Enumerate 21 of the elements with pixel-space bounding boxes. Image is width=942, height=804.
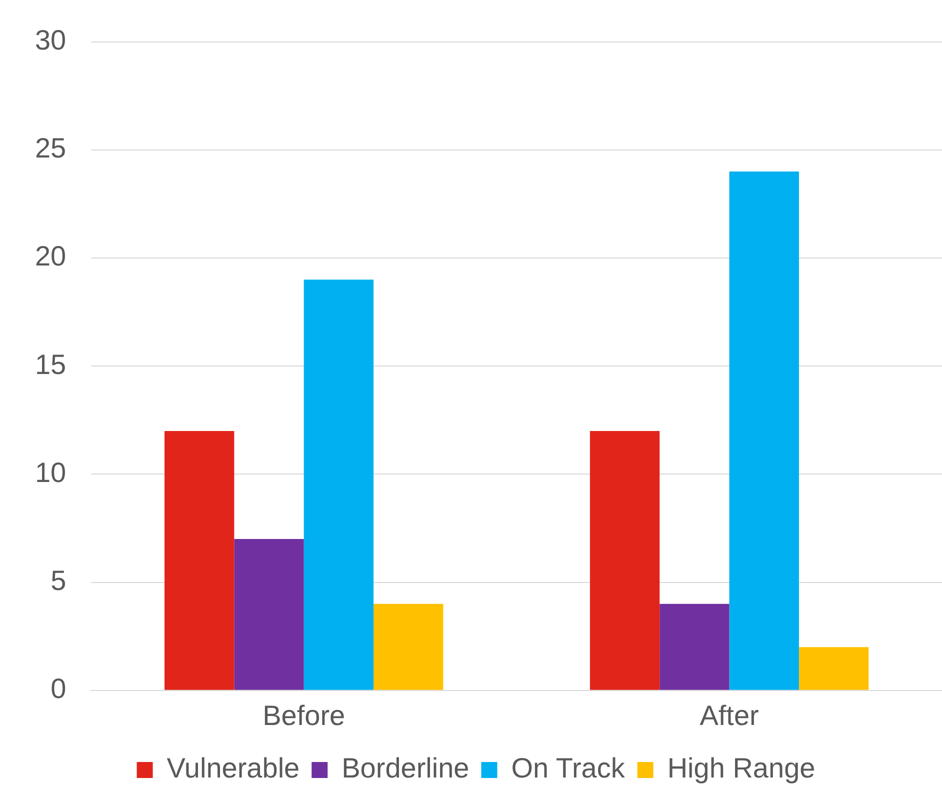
y-tick-label: 0 — [50, 673, 66, 704]
legend-label: On Track — [511, 752, 626, 784]
bar — [304, 280, 374, 690]
bar — [798, 647, 869, 690]
legend-label: Vulnerable — [166, 752, 300, 784]
y-tick-label: 30 — [34, 24, 66, 56]
legend-label: High Range — [667, 752, 816, 784]
bar — [234, 539, 304, 690]
y-tick-label: 25 — [34, 132, 66, 164]
bar — [729, 172, 799, 690]
x-tick-label: After — [700, 700, 759, 731]
y-tick-label: 20 — [34, 240, 66, 272]
bar — [374, 604, 444, 690]
y-tick-label: 10 — [34, 456, 66, 488]
x-tick-label: Before — [262, 700, 346, 731]
bar — [164, 430, 234, 690]
bar — [590, 430, 660, 690]
y-tick-label: 5 — [50, 565, 66, 596]
bar — [660, 604, 730, 690]
y-tick-label: 15 — [34, 348, 66, 380]
legend-label: Borderline — [342, 752, 470, 784]
